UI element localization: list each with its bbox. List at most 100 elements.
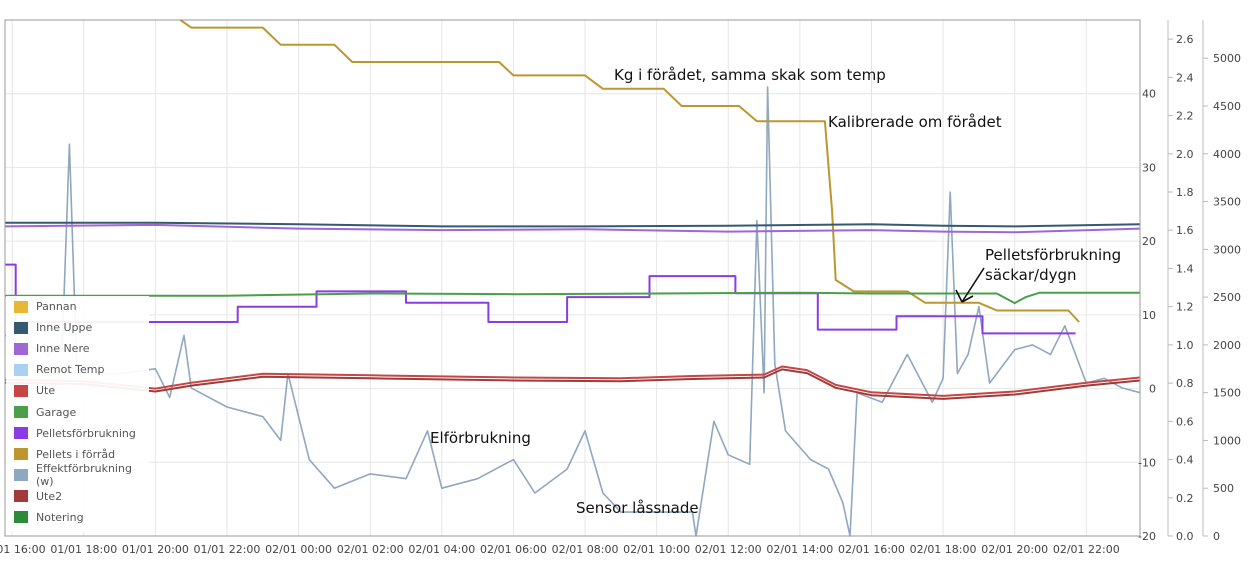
pellets-tick-label: 2.6 bbox=[1176, 33, 1194, 46]
pellets-tick-label: 1.4 bbox=[1176, 262, 1194, 275]
legend-label: Ute bbox=[36, 384, 56, 398]
legend-label: Remot Temp bbox=[36, 363, 105, 377]
pellets-tick-label: 1.6 bbox=[1176, 224, 1194, 237]
x-tick-label: 01/01 22:00 bbox=[194, 543, 261, 556]
legend-item[interactable]: Notering bbox=[6, 507, 149, 528]
legend-label: Garage bbox=[36, 405, 77, 419]
power-axis: 0 500 1000 1500 2000 2500 3000 3500 4000 4500 5000 bbox=[1202, 20, 1241, 543]
power-tick-label: 3500 bbox=[1213, 196, 1241, 209]
annotation-bags-per-day: säckar/dygn bbox=[985, 266, 1077, 284]
pellets-tick-label: 0.8 bbox=[1176, 377, 1194, 390]
arrow-icon bbox=[955, 267, 985, 303]
legend-item[interactable]: Effektförbrukning (w) bbox=[6, 462, 149, 489]
legend-item[interactable]: Pannan bbox=[6, 296, 149, 317]
annotation-calibrated: Kalibrerade om förådet bbox=[828, 113, 1002, 131]
x-tick-label: 02/01 02:00 bbox=[337, 543, 404, 556]
x-tick-label: 02/01 14:00 bbox=[766, 543, 833, 556]
legend-label: Notering bbox=[36, 510, 84, 524]
x-tick-label: 02/01 10:00 bbox=[623, 543, 690, 556]
pellets-tick-label: 2.2 bbox=[1176, 110, 1194, 123]
x-tick-label: 01/01 18:00 bbox=[50, 543, 117, 556]
pellets-tick-label: 1.8 bbox=[1176, 186, 1194, 199]
legend-swatch bbox=[14, 342, 28, 355]
x-tick-label: 01/01 16:00 bbox=[0, 543, 46, 556]
legend-item[interactable]: Inne Nere bbox=[6, 338, 149, 359]
legend-item[interactable]: Ute2 bbox=[6, 486, 149, 507]
annotation-sensor: Sensor låssnade bbox=[576, 499, 699, 517]
power-tick-label: 4500 bbox=[1213, 100, 1241, 113]
temp-tick-label: -20 bbox=[1138, 530, 1156, 543]
power-tick-label: 3000 bbox=[1213, 243, 1241, 256]
power-tick-label: 500 bbox=[1213, 482, 1234, 495]
power-tick-label: 0 bbox=[1213, 530, 1220, 543]
annotation-pellets-consumption: Pelletsförbrukning bbox=[985, 246, 1121, 264]
legend-label: Effektförbrukning (w) bbox=[36, 462, 132, 489]
series-line-ute2 bbox=[4, 368, 1141, 400]
power-tick-label: 1000 bbox=[1213, 434, 1241, 447]
temp-tick-label: -10 bbox=[1138, 456, 1156, 469]
legend-item[interactable]: Garage bbox=[6, 401, 149, 422]
x-tick-label: 02/01 16:00 bbox=[838, 543, 905, 556]
legend-swatch bbox=[14, 321, 28, 334]
legend-swatch bbox=[14, 511, 28, 524]
x-tick-label: 01/01 20:00 bbox=[122, 543, 189, 556]
legend-swatch bbox=[14, 406, 28, 419]
legend: Pannan Inne Uppe Inne Nere Remot Temp Ute Gar… bbox=[6, 296, 149, 532]
plot-frame bbox=[4, 19, 1141, 537]
legend-swatch bbox=[14, 427, 28, 440]
legend-swatch bbox=[14, 300, 28, 313]
legend-item[interactable]: Inne Uppe bbox=[6, 317, 149, 338]
legend-label: Ute2 bbox=[36, 489, 63, 503]
legend-item[interactable]: Ute bbox=[6, 380, 149, 401]
pellets-tick-label: 0.0 bbox=[1176, 530, 1194, 543]
x-tick-label: 02/01 20:00 bbox=[981, 543, 1048, 556]
legend-swatch bbox=[14, 363, 28, 376]
legend-item[interactable]: Pellets i förråd bbox=[6, 444, 149, 465]
series-line-pelletsf-rbrukning bbox=[5, 263, 1076, 335]
annotation-pellets-store: Kg i förådet, samma skak som temp bbox=[614, 66, 886, 84]
temp-tick-label: 30 bbox=[1142, 161, 1156, 174]
annotation-electricity: Elförbrukning bbox=[430, 429, 531, 447]
pellets-tick-label: 0.6 bbox=[1176, 415, 1194, 428]
x-tick-label: 02/01 22:00 bbox=[1053, 543, 1120, 556]
legend-label: Inne Nere bbox=[36, 342, 90, 356]
legend-label: Inne Uppe bbox=[36, 321, 93, 335]
series-line-effektf-rbrukning-w- bbox=[4, 86, 1141, 537]
power-tick-label: 2500 bbox=[1213, 291, 1241, 304]
legend-swatch bbox=[14, 469, 28, 482]
x-tick-label: 02/01 08:00 bbox=[552, 543, 619, 556]
pellets-tick-label: 1.2 bbox=[1176, 301, 1194, 314]
temp-tick-label: 40 bbox=[1142, 88, 1156, 101]
x-axis: 01/01 16:00 01/01 18:00 01/01 20:00 01/01 2… bbox=[0, 543, 1120, 556]
pellets-tick-label: 1.0 bbox=[1176, 339, 1194, 352]
series-line-pellets-i-f-rr-d bbox=[179, 19, 1080, 323]
power-tick-label: 5000 bbox=[1213, 52, 1241, 65]
pellets-tick-label: 0.2 bbox=[1176, 492, 1194, 505]
series-line-inne-nere bbox=[4, 223, 1141, 234]
power-tick-label: 1500 bbox=[1213, 387, 1241, 400]
legend-swatch bbox=[14, 490, 28, 503]
temp-tick-label: 10 bbox=[1142, 309, 1156, 322]
legend-swatch bbox=[14, 448, 28, 461]
legend-item[interactable]: Remot Temp bbox=[6, 359, 149, 380]
pellets-tick-label: 0.4 bbox=[1176, 454, 1194, 467]
x-tick-label: 02/01 18:00 bbox=[910, 543, 977, 556]
temp-tick-label: 20 bbox=[1142, 235, 1156, 248]
series-line-inne-uppe bbox=[5, 221, 1141, 228]
x-tick-label: 02/01 06:00 bbox=[480, 543, 547, 556]
pellets-axis: 0.0 0.2 0.4 0.6 0.8 1.0 1.2 1.4 1.6 1.8 2.0 2.2 2.4 2… bbox=[1167, 20, 1194, 543]
x-tick-label: 02/01 12:00 bbox=[695, 543, 762, 556]
temp-axis: -20 -10 0 10 20 30 40 bbox=[1138, 88, 1156, 543]
legend-swatch bbox=[14, 384, 28, 397]
pellets-tick-label: 2.4 bbox=[1176, 71, 1194, 84]
legend-item[interactable]: Pelletsförbrukning bbox=[6, 423, 149, 444]
power-tick-label: 4000 bbox=[1213, 148, 1241, 161]
series-line-ute bbox=[4, 365, 1141, 397]
power-tick-label: 2000 bbox=[1213, 339, 1241, 352]
legend-label: Pannan bbox=[36, 300, 77, 314]
x-tick-label: 02/01 04:00 bbox=[408, 543, 475, 556]
pellets-tick-label: 2.0 bbox=[1176, 148, 1194, 161]
legend-label: Pelletsförbrukning bbox=[36, 426, 136, 440]
legend-label: Pellets i förråd bbox=[36, 447, 116, 461]
